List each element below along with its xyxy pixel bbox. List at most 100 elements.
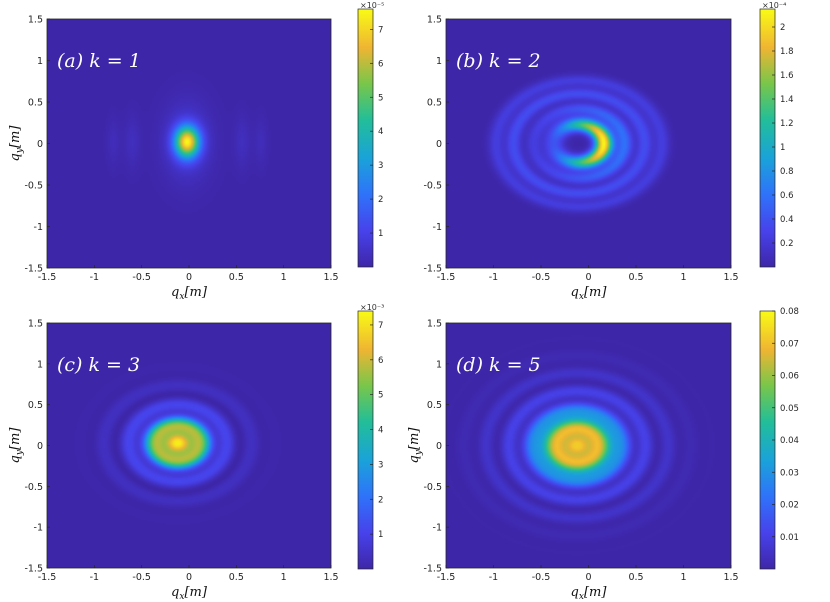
x-axis-label: qx[m] <box>571 585 608 602</box>
x-tick-label: -1.5 <box>38 572 57 583</box>
y-tick-label: 1.5 <box>427 15 442 26</box>
panel-a: -1.5 -1 -0.5 0 0.5 1 1.5 1.5 1 0.5 0 -0.5 -1 -1.5 qx[m… <box>8 1 384 302</box>
colorbar-tick-label: 0.02 <box>780 501 799 511</box>
colorbar-tick-label: 1.4 <box>780 95 794 105</box>
y-tick-label: 0.5 <box>427 400 442 411</box>
x-tick-label: 0 <box>186 572 192 583</box>
colorbar-tick-label: 2 <box>780 23 785 33</box>
colorbar-tick-label: 0.8 <box>780 167 794 177</box>
x-tick-label: 0 <box>585 572 591 583</box>
x-tick-label: -1.5 <box>38 272 57 283</box>
y-tick-label: -1 <box>34 222 43 233</box>
colorbar-tick-label: 0.4 <box>780 215 794 225</box>
x-axis-label: qx[m] <box>171 285 208 302</box>
colorbar-tick-label: 0.03 <box>780 468 799 478</box>
y-tick-label: -1.5 <box>24 264 43 275</box>
x-tick-label: 0.5 <box>628 272 643 283</box>
colorbar-tick-label: 0.6 <box>780 191 794 201</box>
y-tick-label: 1.5 <box>427 319 442 330</box>
heatmap-d <box>446 323 731 568</box>
x-tick-label: 1 <box>680 572 686 583</box>
x-tick-label: 1.5 <box>323 572 338 583</box>
colorbar-tick-label: 0.07 <box>780 339 799 349</box>
x-tick-label: -1 <box>489 572 498 583</box>
colorbar-tick-label: 1.2 <box>780 119 794 129</box>
x-tick-label: -1 <box>90 272 99 283</box>
panel-title: (d) k = 5 <box>456 354 541 376</box>
x-tick-label: -1.5 <box>437 272 456 283</box>
y-tick-label: 1 <box>436 56 442 67</box>
y-tick-label: -1 <box>433 222 442 233</box>
colorbar <box>357 8 374 268</box>
y-tick-label: 1.5 <box>28 15 43 26</box>
colorbar-tick-label: 5 <box>378 93 383 103</box>
colorbar-tick-label: 0.2 <box>780 239 794 249</box>
y-tick-label: -0.5 <box>24 181 43 192</box>
colorbar-tick-label: 4 <box>378 127 383 137</box>
y-tick-label: 1 <box>436 359 442 370</box>
x-tick-label: 1.5 <box>323 272 338 283</box>
colorbar-tick-label: 2 <box>378 195 383 205</box>
y-tick-label: 0.5 <box>427 98 442 109</box>
colorbar-tick-label: 3 <box>378 161 383 171</box>
y-axis-label: qy[m] <box>8 125 25 162</box>
colorbar-tick-label: 0.01 <box>780 533 799 543</box>
x-tick-label: -1 <box>90 572 99 583</box>
x-tick-label: 0.5 <box>229 272 244 283</box>
colorbar-tick-label: 0.04 <box>780 436 799 446</box>
colorbar-tick-label: 3 <box>378 460 383 470</box>
y-tick-label: 0 <box>436 441 442 452</box>
heatmap-b <box>446 19 731 268</box>
x-tick-label: -0.5 <box>132 272 151 283</box>
y-axis-label: qy[m] <box>407 427 424 464</box>
panel-d: -1.5 -1 -0.5 0 0.5 1 1.5 1.5 1 0.5 0 -0.5 -1 -1.5 qx[m… <box>407 307 799 602</box>
x-axis-label: qx[m] <box>171 585 208 602</box>
x-tick-label: -0.5 <box>532 272 551 283</box>
y-tick-label: -1.5 <box>423 264 442 275</box>
colorbar <box>357 310 374 570</box>
y-tick-label: 0.5 <box>28 98 43 109</box>
x-tick-label: 1 <box>281 572 287 583</box>
y-tick-label: 0 <box>436 139 442 150</box>
colorbar-tick-label: 1 <box>378 229 383 239</box>
colorbar-tick-label: 0.06 <box>780 372 799 382</box>
colorbar-tick-label: 1 <box>378 530 383 540</box>
y-tick-label: -1 <box>433 523 442 534</box>
x-tick-label: 0.5 <box>229 572 244 583</box>
colorbar-tick-label: 1 <box>780 143 785 153</box>
colorbar-multiplier: ×10⁻⁵ <box>360 1 384 10</box>
x-tick-label: 0.5 <box>628 572 643 583</box>
colorbar <box>759 8 776 268</box>
colorbar-tick-label: 5 <box>378 391 383 401</box>
x-tick-label: 1.5 <box>723 272 738 283</box>
colorbar-tick-label: 1.8 <box>780 47 794 57</box>
x-axis-label: qx[m] <box>571 285 608 302</box>
panel-c: -1.5 -1 -0.5 0 0.5 1 1.5 1.5 1 0.5 0 -0.5 -1 -1.5 qx[m… <box>8 303 384 602</box>
heatmap-c <box>47 323 331 568</box>
y-tick-label: 1 <box>37 359 43 370</box>
y-tick-label: -0.5 <box>24 482 43 493</box>
x-tick-label: 0 <box>186 272 192 283</box>
colorbar-multiplier: ×10⁻³ <box>360 303 384 312</box>
panel-title: (c) k = 3 <box>57 354 140 376</box>
x-tick-label: -0.5 <box>132 572 151 583</box>
colorbar-tick-label: 1.6 <box>780 71 794 81</box>
colorbar-tick-label: 0.05 <box>780 404 799 414</box>
colorbar-tick-label: 6 <box>378 59 383 69</box>
y-tick-label: -1.5 <box>24 564 43 575</box>
x-tick-label: 1.5 <box>723 572 738 583</box>
colorbar-tick-label: 0.08 <box>780 307 799 317</box>
colorbar-tick-label: 2 <box>378 495 383 505</box>
y-tick-label: -1 <box>34 523 43 534</box>
colorbar-multiplier: ×10⁻⁴ <box>762 1 786 10</box>
y-tick-label: -0.5 <box>423 482 442 493</box>
y-tick-label: 1 <box>37 56 43 67</box>
y-tick-label: -0.5 <box>423 181 442 192</box>
panel-title: (b) k = 2 <box>456 50 541 72</box>
heatmap-a <box>47 19 331 268</box>
x-tick-label: -0.5 <box>532 572 551 583</box>
colorbar-tick-label: 7 <box>378 321 383 331</box>
y-tick-label: 0 <box>37 441 43 452</box>
y-tick-label: 0.5 <box>28 400 43 411</box>
